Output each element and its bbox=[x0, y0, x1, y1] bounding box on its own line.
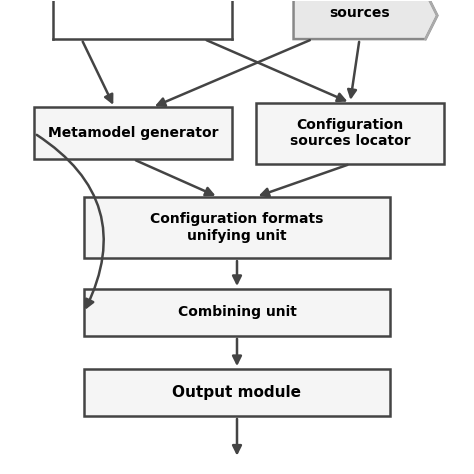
Text: Metamodel generator: Metamodel generator bbox=[48, 127, 219, 140]
FancyBboxPatch shape bbox=[35, 108, 232, 159]
FancyBboxPatch shape bbox=[84, 369, 390, 416]
FancyArrowPatch shape bbox=[36, 135, 104, 307]
Text: Output module: Output module bbox=[173, 385, 301, 400]
Text: Combining unit: Combining unit bbox=[178, 305, 296, 319]
FancyBboxPatch shape bbox=[256, 103, 444, 164]
FancyBboxPatch shape bbox=[84, 197, 390, 258]
Polygon shape bbox=[293, 0, 438, 39]
FancyBboxPatch shape bbox=[84, 289, 390, 336]
Text: sources: sources bbox=[329, 6, 390, 20]
Text: Configuration formats
unifying unit: Configuration formats unifying unit bbox=[150, 212, 324, 243]
Text: Configuration
sources locator: Configuration sources locator bbox=[290, 118, 410, 148]
